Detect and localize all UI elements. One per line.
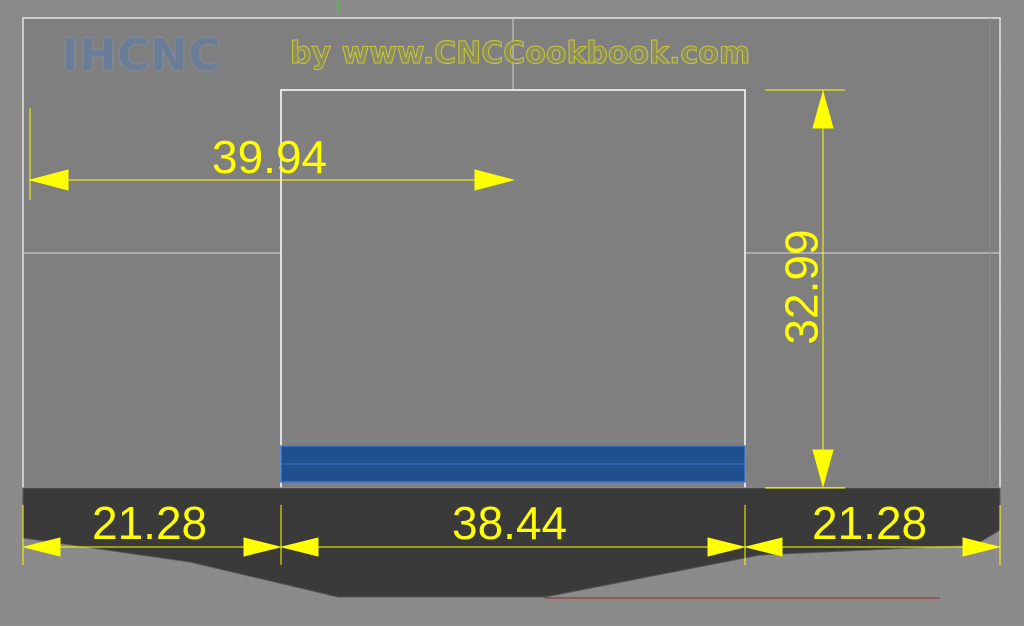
ihcnc-logo: IHCNC [62, 30, 222, 81]
dimension-height [765, 89, 845, 489]
dimension-label-middle-segment: 38.44 [452, 497, 568, 549]
dimension-label-top-width: 39.94 [212, 131, 328, 183]
dimension-label-left-segment: 21.28 [92, 497, 208, 549]
dimension-bottom-chain [22, 505, 1001, 565]
watermark-byline: by www.CNCCookbook.com [289, 36, 751, 72]
dimension-label-height: 32.99 [775, 229, 828, 345]
dimension-top-width [28, 108, 515, 200]
pocket-outline [280, 89, 746, 489]
dimension-label-right-segment: 21.28 [812, 497, 928, 549]
